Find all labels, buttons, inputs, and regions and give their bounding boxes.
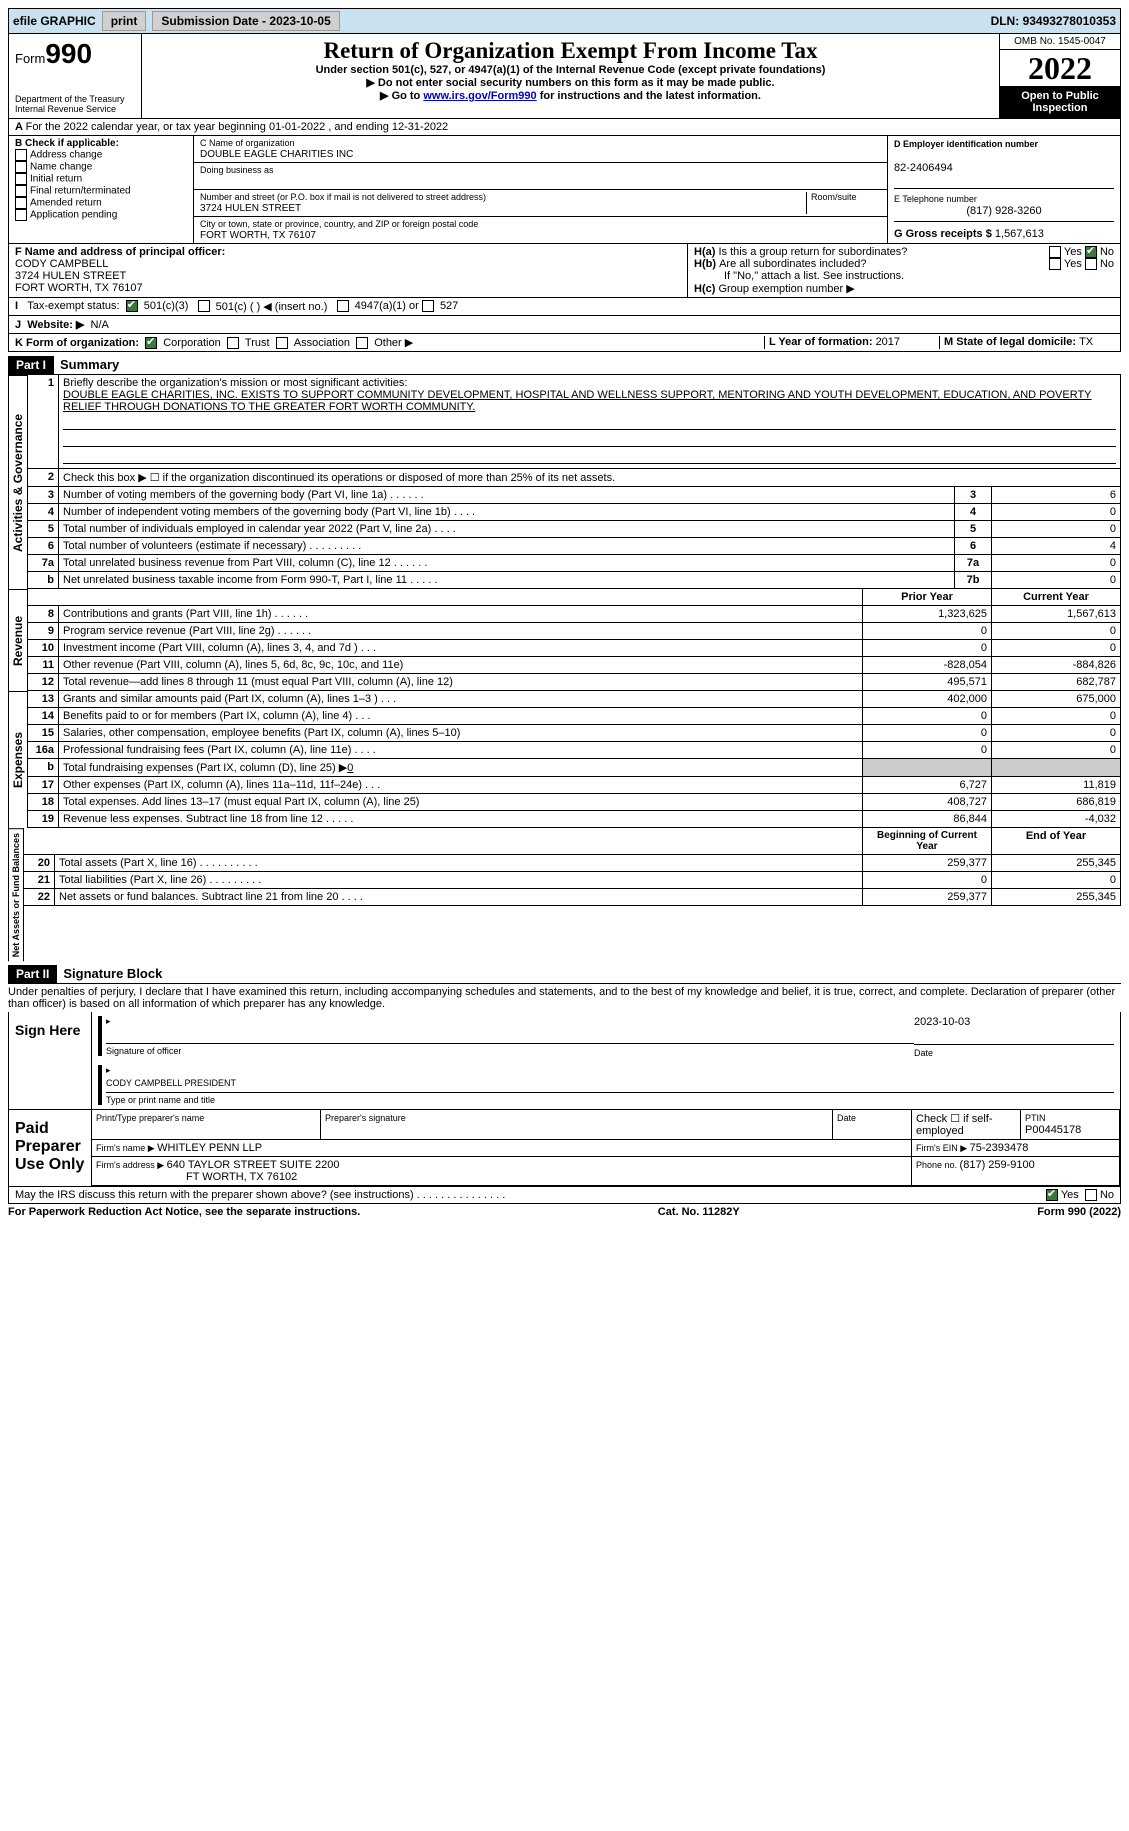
omb-number: OMB No. 1545-0047 bbox=[1000, 34, 1120, 50]
cb-assoc[interactable] bbox=[276, 337, 288, 349]
section-fh: F Name and address of principal officer:… bbox=[8, 244, 1121, 298]
cb-ha-yes[interactable] bbox=[1049, 246, 1061, 258]
part2-header: Part IISignature Block bbox=[8, 965, 1121, 984]
irs-label: Internal Revenue Service bbox=[15, 104, 135, 114]
cb-application[interactable] bbox=[15, 209, 27, 221]
form-subtitle: Under section 501(c), 527, or 4947(a)(1)… bbox=[146, 64, 995, 76]
sign-here-block: Sign Here Signature of officer 2023-10-0… bbox=[8, 1012, 1121, 1110]
state-domicile: TX bbox=[1079, 336, 1093, 348]
page-footer: For Paperwork Reduction Act Notice, see … bbox=[8, 1204, 1121, 1220]
activities-governance: Activities & Governance 1 Briefly descri… bbox=[8, 375, 1121, 589]
firm-phone: (817) 259-9100 bbox=[960, 1159, 1035, 1171]
gross-receipts: 1,567,613 bbox=[995, 228, 1044, 240]
revenue-section: Revenue Prior Year Current Year 8Contrib… bbox=[8, 589, 1121, 691]
org-name: DOUBLE EAGLE CHARITIES INC bbox=[200, 149, 353, 160]
firm-addr: 640 TAYLOR STREET SUITE 2200 bbox=[167, 1159, 340, 1171]
paid-preparer-block: Paid Preparer Use Only Print/Type prepar… bbox=[8, 1110, 1121, 1187]
irs-link[interactable]: www.irs.gov/Form990 bbox=[423, 90, 536, 102]
discuss-line: May the IRS discuss this return with the… bbox=[8, 1187, 1121, 1204]
mission-text: DOUBLE EAGLE CHARITIES, INC. EXISTS TO S… bbox=[63, 389, 1092, 413]
form-number: Form990 bbox=[15, 38, 135, 70]
cb-discuss-no[interactable] bbox=[1085, 1189, 1097, 1201]
section-deg: D Employer identification number82-24064… bbox=[888, 136, 1120, 243]
cb-initial-return[interactable] bbox=[15, 173, 27, 185]
tax-year: 2022 bbox=[1000, 50, 1120, 86]
cb-4947[interactable] bbox=[337, 300, 349, 312]
form-header: Form990 Department of the Treasury Inter… bbox=[8, 34, 1121, 119]
officer-name: CODY CAMPBELL bbox=[15, 258, 108, 270]
org-city: FORT WORTH, TX 76107 bbox=[200, 230, 316, 241]
ein: 82-2406494 bbox=[894, 162, 953, 174]
cb-hb-no[interactable] bbox=[1085, 258, 1097, 270]
phone: (817) 928-3260 bbox=[894, 205, 1114, 217]
line-a: A For the 2022 calendar year, or tax yea… bbox=[8, 119, 1121, 136]
cb-discuss-yes[interactable] bbox=[1046, 1189, 1058, 1201]
note-link: ▶ Go to www.irs.gov/Form990 for instruct… bbox=[146, 89, 995, 102]
year-formation: 2017 bbox=[876, 336, 900, 348]
open-to-public: Open to Public Inspection bbox=[1000, 86, 1120, 118]
ptin: P00445178 bbox=[1025, 1124, 1081, 1136]
cb-501c[interactable] bbox=[198, 300, 210, 312]
sig-date: 2023-10-03 bbox=[914, 1016, 970, 1028]
cb-corp[interactable] bbox=[145, 337, 157, 349]
section-c: C Name of organization DOUBLE EAGLE CHAR… bbox=[193, 136, 888, 243]
section-b: B Check if applicable: Address change Na… bbox=[9, 136, 193, 243]
cb-527[interactable] bbox=[422, 300, 434, 312]
section-bcd: B Check if applicable: Address change Na… bbox=[8, 136, 1121, 244]
cb-other[interactable] bbox=[356, 337, 368, 349]
cb-final-return[interactable] bbox=[15, 185, 27, 197]
line-i: I Tax-exempt status: 501(c)(3) 501(c) ( … bbox=[8, 298, 1121, 316]
dept-treasury: Department of the Treasury bbox=[15, 94, 135, 104]
cb-ha-no[interactable] bbox=[1085, 246, 1097, 258]
cb-trust[interactable] bbox=[227, 337, 239, 349]
cb-hb-yes[interactable] bbox=[1049, 258, 1061, 270]
efile-label: efile GRAPHIC bbox=[13, 14, 96, 28]
netassets-section: Net Assets or Fund Balances Beginning of… bbox=[8, 828, 1121, 961]
declaration: Under penalties of perjury, I declare th… bbox=[8, 984, 1121, 1012]
expenses-section: Expenses 13Grants and similar amounts pa… bbox=[8, 691, 1121, 828]
cb-501c3[interactable] bbox=[126, 300, 138, 312]
print-button[interactable]: print bbox=[102, 11, 147, 31]
officer-typed: CODY CAMPBELL PRESIDENT bbox=[106, 1078, 236, 1088]
top-bar: efile GRAPHIC print Submission Date - 20… bbox=[8, 8, 1121, 34]
line-klm: K Form of organization: Corporation Trus… bbox=[8, 334, 1121, 352]
cb-address-change[interactable] bbox=[15, 149, 27, 161]
dln: DLN: 93493278010353 bbox=[991, 14, 1116, 28]
line-j: J Website: ▶ N/A bbox=[8, 316, 1121, 334]
cb-amended[interactable] bbox=[15, 197, 27, 209]
submission-date: Submission Date - 2023-10-05 bbox=[152, 11, 339, 31]
note-ssn: ▶ Do not enter social security numbers o… bbox=[146, 76, 995, 89]
cb-name-change[interactable] bbox=[15, 161, 27, 173]
part1-header: Part ISummary bbox=[8, 356, 1121, 375]
form-title: Return of Organization Exempt From Incom… bbox=[146, 38, 995, 64]
org-street: 3724 HULEN STREET bbox=[200, 203, 301, 214]
firm-ein: 75-2393478 bbox=[970, 1142, 1029, 1154]
firm-name: WHITLEY PENN LLP bbox=[157, 1142, 262, 1154]
